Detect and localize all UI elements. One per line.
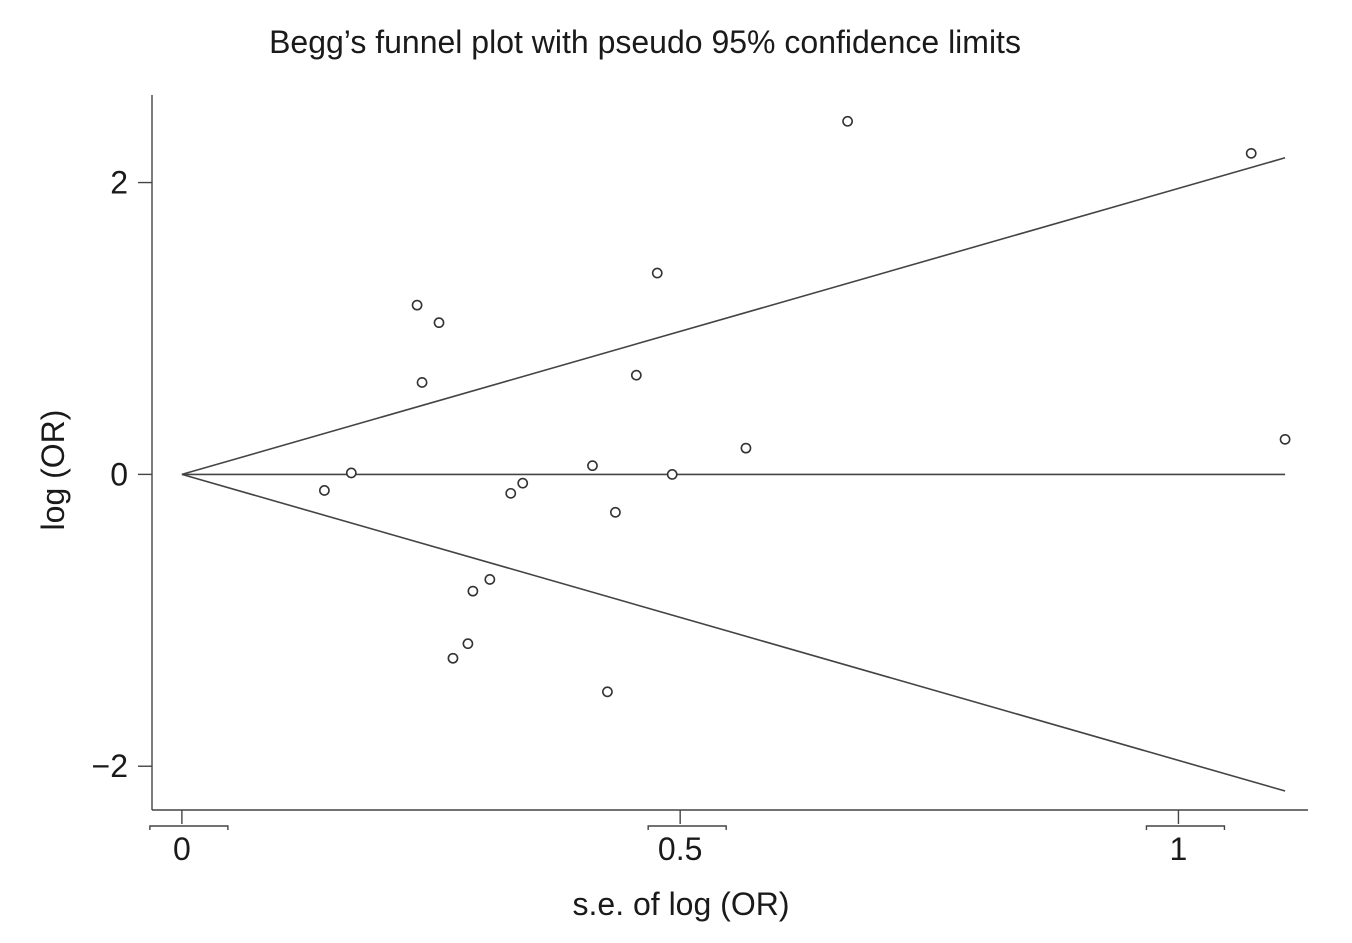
x-tick-bracket bbox=[149, 825, 229, 830]
y-tick-label: 0 bbox=[110, 456, 128, 492]
y-tick-label: 2 bbox=[110, 165, 128, 201]
x-tick-label: 0 bbox=[173, 831, 191, 867]
x-tick-bracket bbox=[647, 825, 727, 830]
study-point bbox=[587, 460, 598, 472]
study-point bbox=[609, 506, 621, 518]
study-point bbox=[740, 442, 752, 454]
x-tick-label: 0.5 bbox=[658, 831, 702, 867]
study-point bbox=[1279, 433, 1291, 445]
study-point bbox=[416, 377, 428, 388]
study-point bbox=[666, 468, 678, 480]
study-point bbox=[1245, 147, 1257, 159]
study-point bbox=[319, 485, 330, 496]
x-axis-label: s.e. of log (OR) bbox=[573, 886, 790, 922]
x-tick-bracket bbox=[1145, 825, 1226, 830]
study-point bbox=[630, 369, 642, 381]
study-point bbox=[484, 574, 496, 585]
study-point bbox=[842, 115, 853, 127]
upper-confidence-limit-line bbox=[181, 157, 1286, 476]
study-point bbox=[433, 317, 445, 329]
study-point bbox=[447, 652, 459, 664]
study-points bbox=[319, 115, 1291, 698]
funnel-guides bbox=[181, 157, 1286, 792]
study-point bbox=[411, 299, 423, 311]
y-tick-label: −2 bbox=[92, 748, 128, 784]
study-point bbox=[345, 467, 357, 479]
study-point bbox=[517, 477, 529, 489]
x-axis-ticks: 0 0.5 1 bbox=[149, 810, 1226, 867]
lower-confidence-limit-line bbox=[181, 473, 1286, 792]
study-point bbox=[467, 585, 479, 597]
axes: −202 0 0.5 1 bbox=[92, 95, 1308, 867]
study-point bbox=[505, 487, 517, 499]
chart-title: Begg’s funnel plot with pseudo 95% confi… bbox=[269, 24, 1021, 60]
study-point bbox=[462, 638, 474, 650]
y-axis-ticks: −2 0 2 bbox=[92, 165, 152, 784]
y-axis-label: log (OR) bbox=[35, 410, 71, 531]
study-point bbox=[651, 267, 663, 279]
x-tick-label: 1 bbox=[1170, 831, 1188, 867]
study-point bbox=[602, 686, 613, 698]
